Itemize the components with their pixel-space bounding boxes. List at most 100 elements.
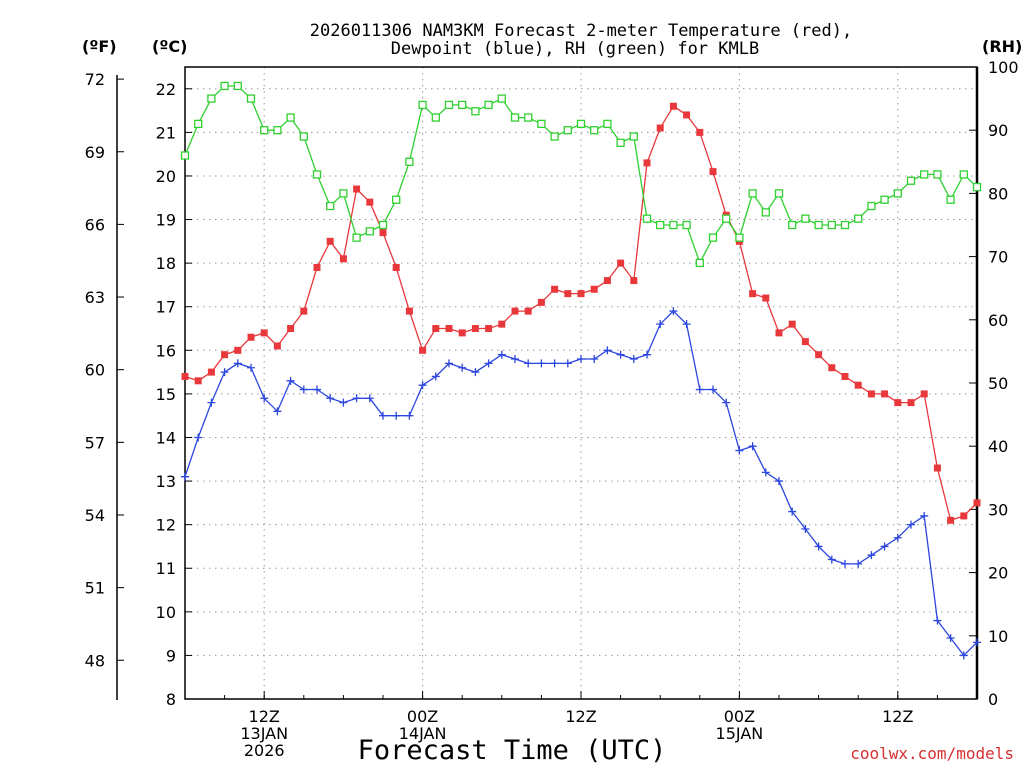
temperature-point xyxy=(471,325,479,333)
temperature-point xyxy=(339,255,347,263)
rh-point xyxy=(616,138,625,147)
rh-point xyxy=(497,94,506,103)
source-credit: coolwx.com/models xyxy=(850,744,1014,763)
dewpoint-point xyxy=(656,320,665,329)
dewpoint-point xyxy=(880,542,889,551)
temperature-point xyxy=(247,333,255,341)
celsius-tick-label: 16 xyxy=(156,341,176,360)
celsius-tick-label: 11 xyxy=(156,559,176,578)
dewpoint-point xyxy=(458,363,467,372)
rh-point xyxy=(352,233,361,242)
x-tick-label: 2026 xyxy=(244,741,285,760)
dewpoint-point xyxy=(286,376,295,385)
temperature-point xyxy=(432,325,440,333)
dewpoint-point xyxy=(775,477,783,486)
rh-point xyxy=(748,189,757,198)
celsius-tick-label: 13 xyxy=(156,472,176,491)
temperature-point xyxy=(749,290,757,298)
fahrenheit-tick-label: 57 xyxy=(85,433,105,452)
x-tick-label: 15JAN xyxy=(716,724,764,743)
fahrenheit-tick-label: 60 xyxy=(85,361,105,380)
rh-point xyxy=(458,100,467,110)
temperature-point xyxy=(709,168,717,176)
rh-point xyxy=(312,170,322,179)
chart-title-line-2: Dewpoint (blue), RH (green) for KMLB xyxy=(391,39,759,59)
x-axis-title: Forecast Time (UTC) xyxy=(358,735,667,766)
axis-ticks: 891011121314151617181920212212Z13JAN2026… xyxy=(85,58,1019,760)
dewpoint-point xyxy=(247,363,255,372)
dewpoint-point xyxy=(959,651,968,660)
rh-point xyxy=(246,94,256,103)
dewpoint-point xyxy=(418,381,427,390)
dewpoint-point xyxy=(550,359,559,368)
dewpoint-point xyxy=(233,359,242,368)
rh-point xyxy=(722,214,731,223)
temperature-point xyxy=(366,198,374,206)
rh-tick-label: 90 xyxy=(988,121,1008,140)
celsius-tick-label: 20 xyxy=(156,167,176,186)
temperature-point xyxy=(498,320,506,328)
rh-point xyxy=(194,119,203,129)
dewpoint-point xyxy=(801,525,810,534)
dewpoint-point xyxy=(946,633,955,642)
temperature-point xyxy=(353,185,361,193)
rh-tick-label: 40 xyxy=(988,437,1008,456)
rh-point xyxy=(590,126,599,135)
temperature-point xyxy=(405,307,413,315)
chart-title-line-1: 2026011306 NAM3KM Forecast 2-meter Tempe… xyxy=(310,21,852,41)
rh-point xyxy=(603,119,612,129)
chart-title: 2026011306 NAM3KM Forecast 2-meter Tempe… xyxy=(310,21,852,59)
dewpoint-point xyxy=(603,346,612,355)
temperature-point xyxy=(841,372,849,380)
rh-point xyxy=(854,214,863,223)
rh-point xyxy=(365,227,374,236)
temperature-point xyxy=(907,399,915,407)
fahrenheit-tick-label: 54 xyxy=(85,506,105,525)
rh-point xyxy=(880,195,889,204)
temperature-point xyxy=(960,512,968,520)
temperature-point xyxy=(207,368,215,376)
rh-point xyxy=(378,220,388,230)
temperature-point xyxy=(801,338,809,346)
fahrenheit-tick-label: 69 xyxy=(85,143,105,162)
rh-point xyxy=(708,233,718,242)
rh-point xyxy=(933,170,942,179)
rh-point xyxy=(814,220,823,230)
temperature-point xyxy=(194,377,202,385)
dewpoint-point xyxy=(709,385,717,394)
celsius-tick-label: 8 xyxy=(166,690,176,709)
dewpoint-point xyxy=(827,555,836,564)
temperature-point xyxy=(669,102,677,110)
dewpoint-point xyxy=(590,355,599,364)
rh-point xyxy=(550,132,559,141)
fahrenheit-tick-label: 48 xyxy=(85,651,105,670)
dewpoint-point xyxy=(537,359,546,368)
dewpoint-point xyxy=(920,511,929,520)
dewpoint-point xyxy=(682,320,691,329)
temperature-point xyxy=(300,307,308,315)
x-tick-label: 14JAN xyxy=(399,724,447,743)
dewpoint-point xyxy=(735,446,744,455)
fahrenheit-tick-label: 72 xyxy=(85,70,105,89)
x-tick-label: 12Z xyxy=(882,707,913,726)
rh-point xyxy=(695,258,704,268)
rh-tick-label: 60 xyxy=(988,311,1008,330)
temperature-point xyxy=(854,381,862,389)
rh-point xyxy=(405,157,414,166)
temperature-point xyxy=(221,351,229,359)
dewpoint-point xyxy=(431,372,440,381)
rh-point xyxy=(840,220,850,230)
celsius-tick-label: 21 xyxy=(156,123,176,142)
rh-point xyxy=(959,170,968,179)
dewpoint-point xyxy=(616,350,625,359)
rh-point xyxy=(682,220,691,230)
dewpoint-point xyxy=(893,533,902,542)
rh-tick-label: 80 xyxy=(988,184,1008,203)
celsius-tick-label: 10 xyxy=(156,603,176,622)
temperature-point xyxy=(287,325,295,333)
temperature-point xyxy=(485,325,493,333)
dewpoint-point xyxy=(695,385,704,394)
dewpoint-point xyxy=(722,398,731,407)
dewpoint-point xyxy=(313,385,321,394)
